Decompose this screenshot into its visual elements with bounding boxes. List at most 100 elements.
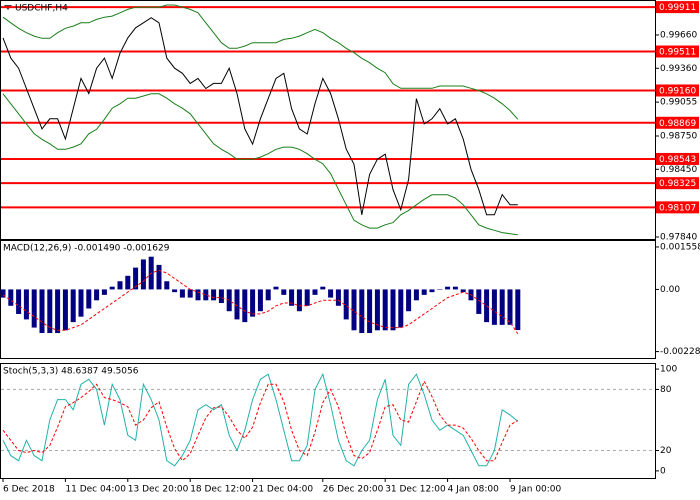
bar — [70, 289, 76, 323]
level-label: 0.99160 — [659, 86, 696, 96]
bar — [507, 289, 513, 325]
y-tick-label: 100 — [660, 365, 677, 375]
bar — [304, 289, 310, 306]
bar — [406, 289, 412, 312]
y-tick-label: 20 — [660, 446, 672, 456]
y-tick-label: 0.98450 — [660, 165, 697, 175]
bar — [94, 289, 100, 301]
bar — [452, 286, 458, 290]
bar — [437, 289, 443, 290]
y-tick-label: -0.002281 — [660, 347, 700, 357]
bar — [460, 289, 466, 293]
bar — [250, 289, 256, 317]
level-label: 0.99511 — [659, 48, 696, 58]
bar — [164, 281, 170, 290]
bar — [8, 289, 14, 306]
y-tick-label: 0.99360 — [660, 64, 697, 74]
panel-title: MACD(12,26,9) -0.001490 -0.001629 — [3, 244, 170, 254]
y-tick-label: 0.99055 — [660, 98, 697, 108]
bar — [23, 289, 29, 320]
bar — [117, 281, 123, 290]
bar — [47, 289, 53, 334]
x-tick-label: 11 Dec 04:00 — [65, 485, 126, 495]
panel-title: Stoch(5,3,3) 48.6387 49.5056 — [3, 367, 139, 377]
bar — [179, 289, 185, 298]
bar — [273, 286, 279, 290]
level-label-box — [656, 84, 699, 97]
bar — [335, 289, 341, 306]
x-tick-label: 6 Dec 2018 — [3, 485, 55, 495]
bar — [211, 289, 217, 301]
bar — [429, 289, 435, 293]
y-tick-label: 0.97840 — [660, 233, 697, 243]
level-label-box — [656, 201, 699, 214]
bar — [62, 289, 68, 331]
bar — [257, 289, 263, 312]
level-label: 0.98869 — [659, 119, 696, 129]
series-line — [2, 380, 519, 462]
level-label-box — [656, 1, 699, 14]
x-tick-label: 9 Jan 00:00 — [510, 485, 562, 495]
bar — [398, 289, 404, 328]
y-tick-label: 0.001558 — [660, 242, 700, 252]
bar — [187, 289, 193, 298]
x-tick-label: 18 Dec 12:00 — [190, 485, 251, 495]
bar — [125, 275, 131, 290]
bar — [133, 267, 139, 290]
level-label-box — [656, 45, 699, 58]
bar — [515, 289, 521, 331]
bar — [374, 289, 380, 331]
y-tick-label: 80 — [660, 385, 672, 395]
series-line — [2, 4, 519, 120]
bar — [16, 289, 22, 314]
bar — [109, 286, 115, 290]
bar — [218, 289, 224, 304]
bar — [242, 289, 248, 323]
bar — [476, 289, 482, 314]
y-tick-label: 0.00 — [660, 285, 680, 295]
bar — [195, 289, 201, 301]
bar — [390, 289, 396, 331]
x-tick-label: 26 Dec 20:00 — [323, 485, 384, 495]
panel-frame — [0, 363, 656, 479]
bar — [39, 289, 45, 334]
bar — [172, 289, 178, 293]
series-line — [2, 17, 518, 216]
bar — [421, 289, 427, 295]
bar — [296, 289, 302, 312]
level-label: 0.98543 — [659, 155, 696, 165]
bar — [265, 289, 271, 301]
x-tick-label: 4 Jan 08:00 — [448, 485, 500, 495]
bar — [281, 289, 287, 295]
level-label-box — [656, 116, 699, 129]
level-label: 0.99911 — [659, 3, 696, 13]
x-tick-label: 31 Dec 12:00 — [385, 485, 446, 495]
bar — [343, 289, 349, 320]
panel-frame — [0, 240, 656, 359]
level-label: 0.98325 — [659, 179, 696, 189]
bar — [203, 289, 209, 301]
bar — [101, 289, 107, 295]
y-tick-label: 0.98750 — [660, 131, 697, 141]
bar — [78, 289, 84, 317]
series-line — [2, 93, 518, 236]
bar — [491, 289, 497, 325]
series-line — [2, 269, 519, 335]
bar — [413, 289, 419, 301]
bar — [55, 289, 61, 334]
bar — [445, 286, 451, 290]
x-tick-label: 13 Dec 20:00 — [128, 485, 189, 495]
bar — [31, 289, 37, 328]
bar — [320, 286, 326, 290]
y-tick-label: 0.99660 — [660, 30, 697, 40]
bar — [499, 289, 505, 325]
bar — [367, 289, 373, 334]
x-tick-label: 21 Dec 04:00 — [253, 485, 314, 495]
bar — [234, 289, 240, 320]
bar — [0, 289, 6, 298]
panel-title: USDCHF,H4 — [15, 4, 68, 14]
level-label-box — [656, 177, 699, 190]
panel-frame — [0, 0, 656, 240]
